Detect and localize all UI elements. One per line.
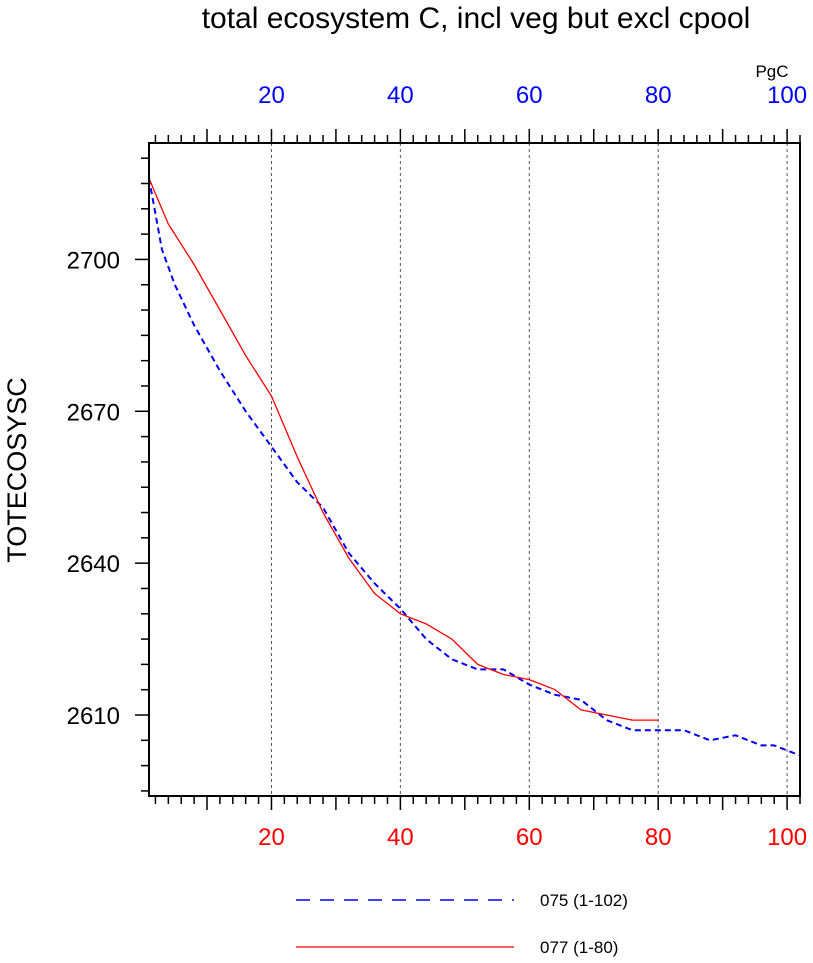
units-label: PgC bbox=[755, 62, 788, 81]
x-tick-label-bottom-20: 20 bbox=[258, 824, 285, 851]
y-axis-label: TOTECOSYSC bbox=[2, 377, 32, 563]
x-tick-label-top-60: 60 bbox=[516, 82, 543, 109]
y-tick-label-2610: 2610 bbox=[67, 703, 120, 730]
x-tick-label-bottom-100: 100 bbox=[767, 824, 807, 851]
chart-title: total ecosystem C, incl veg but excl cpo… bbox=[202, 2, 751, 35]
x-tick-label-bottom-80: 80 bbox=[645, 824, 672, 851]
x-tick-label-top-80: 80 bbox=[645, 82, 672, 109]
x-tick-label-top-100: 100 bbox=[767, 82, 807, 109]
x-tick-label-bottom-40: 40 bbox=[387, 824, 414, 851]
series-layer bbox=[148, 178, 801, 757]
series-line-1 bbox=[148, 178, 659, 721]
x-tick-label-top-40: 40 bbox=[387, 82, 414, 109]
y-tick-label-2700: 2700 bbox=[67, 247, 120, 274]
y-tick-label-2670: 2670 bbox=[67, 399, 120, 426]
y-tick-label-2640: 2640 bbox=[67, 551, 120, 578]
legend: 075 (1-102) 077 (1-80) bbox=[296, 891, 628, 957]
legend-label-0: 075 (1-102) bbox=[540, 891, 628, 910]
series-line-0 bbox=[148, 178, 801, 757]
legend-label-1: 077 (1-80) bbox=[540, 938, 618, 957]
x-tick-label-top-20: 20 bbox=[258, 82, 285, 109]
axis-ticks bbox=[135, 129, 801, 810]
plot-frame bbox=[148, 142, 801, 797]
vertical-grid-lines bbox=[270, 143, 788, 796]
x-tick-label-bottom-60: 60 bbox=[516, 824, 543, 851]
tick-labels: 20 40 60 80 100 20 40 60 80 100 2610 2640 2670 2700 bbox=[67, 82, 808, 851]
